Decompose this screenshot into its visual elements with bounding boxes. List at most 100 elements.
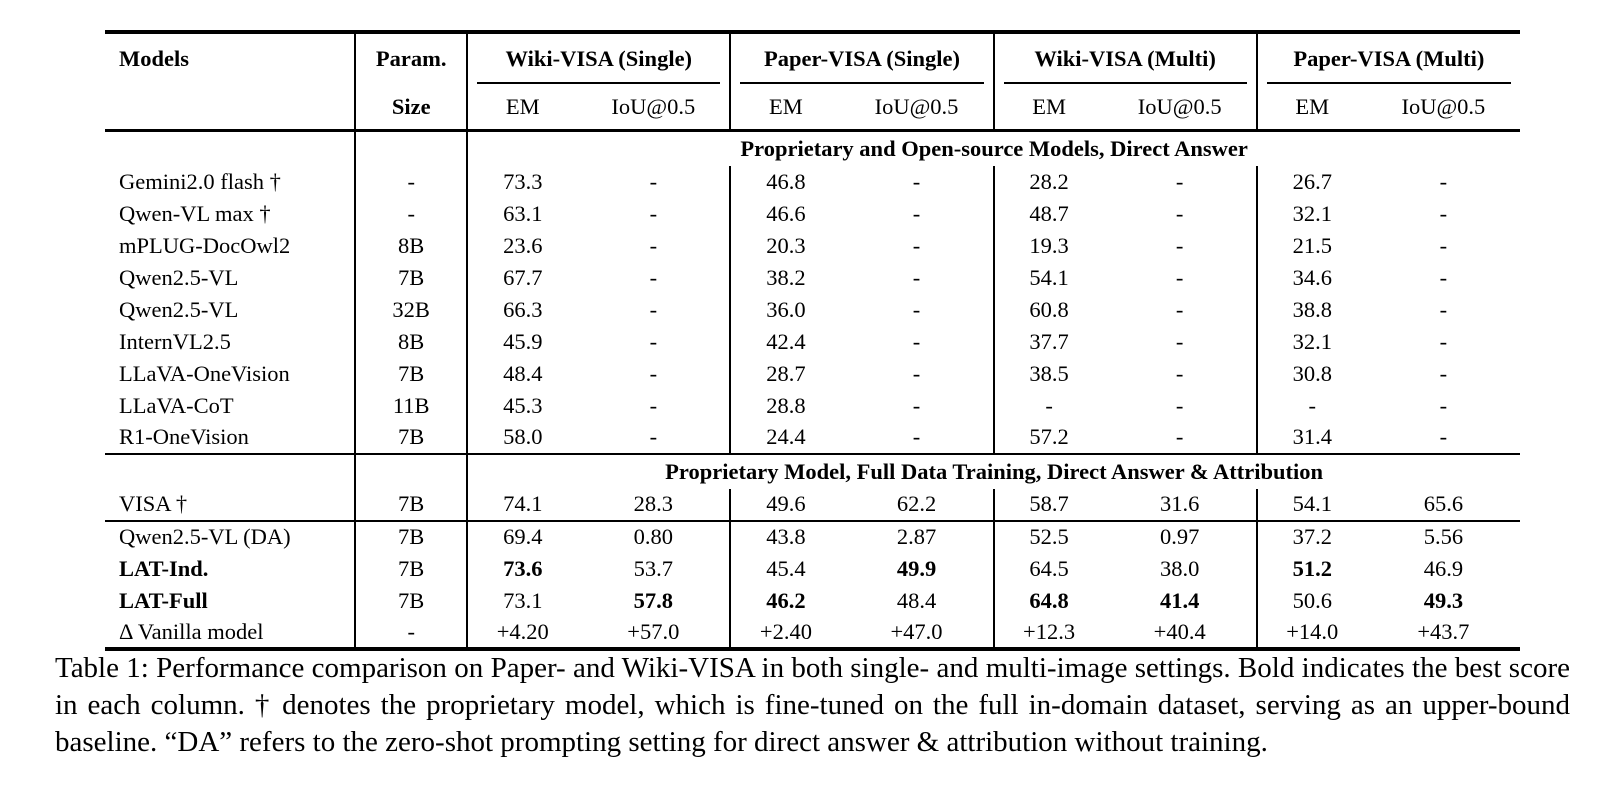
value-cell: - bbox=[912, 360, 921, 386]
section-title: Proprietary Model, Full Data Training, D… bbox=[466, 452, 1520, 489]
value-cell: +40.4 bbox=[1153, 618, 1206, 644]
value-cell: 37.7 bbox=[992, 325, 1104, 358]
value-cell: 28.8 bbox=[729, 389, 841, 422]
value-cell: 74.1 bbox=[466, 488, 578, 521]
group-header-wiki-visa-single: Wiki-VISA (Single) bbox=[466, 32, 731, 84]
param-size-cell: 7B bbox=[354, 519, 468, 553]
value-cell: 21.5 bbox=[1255, 229, 1367, 262]
header-row-groups: Models Param. Wiki-VISA (Single) Paper-V… bbox=[105, 32, 1520, 84]
value-cell: 38.5 bbox=[992, 357, 1104, 390]
value-cell: 46.8 bbox=[729, 165, 841, 198]
param-size-cell: 7B bbox=[354, 584, 468, 617]
value-cell: 31.4 bbox=[1255, 421, 1367, 454]
value-cell: +2.40 bbox=[729, 616, 841, 649]
value-cell: 48.7 bbox=[992, 197, 1104, 230]
model-cell: mPLUG-DocOwl2 bbox=[119, 232, 291, 258]
value-cell: 24.4 bbox=[729, 421, 841, 454]
table-row: Qwen2.5-VL 32B 66.3 - 36.0 - 60.8 - 38.8 - bbox=[105, 293, 1520, 326]
value-cell: - bbox=[1175, 232, 1184, 258]
value-cell: 49.9 bbox=[896, 555, 937, 581]
header-param-line1: Param. bbox=[354, 32, 468, 84]
value-cell: - bbox=[1175, 264, 1184, 290]
table-row: VISA † 7B 74.1 28.3 49.6 62.2 58.7 31.6 54.1 65.6 bbox=[105, 488, 1520, 521]
value-cell: 69.4 bbox=[466, 519, 578, 553]
empty-cell bbox=[354, 452, 468, 489]
section-header-row: Proprietary and Open-source Models, Dire… bbox=[105, 130, 1520, 166]
table-row: InternVL2.5 8B 45.9 - 42.4 - 37.7 - 32.1 - bbox=[105, 325, 1520, 358]
value-cell: - bbox=[1175, 424, 1184, 449]
table-row: Qwen2.5-VL (DA) 7B 69.4 0.80 43.8 2.87 52.5 0.9… bbox=[105, 519, 1520, 553]
model-cell: R1-OneVision bbox=[119, 424, 249, 449]
value-cell: - bbox=[649, 168, 658, 194]
model-cell: InternVL2.5 bbox=[119, 328, 231, 354]
value-cell: 46.6 bbox=[729, 197, 841, 230]
value-cell: 0.97 bbox=[1103, 519, 1257, 553]
value-cell: 60.8 bbox=[992, 293, 1104, 326]
value-cell: 62.2 bbox=[896, 491, 937, 516]
value-cell: 5.56 bbox=[1366, 519, 1520, 553]
value-cell: 43.8 bbox=[729, 519, 841, 553]
param-size-cell: 32B bbox=[354, 293, 468, 326]
value-cell: - bbox=[1439, 168, 1448, 194]
header-param-line2: Size bbox=[354, 84, 468, 132]
table-row: LAT-Ind. 7B 73.6 53.7 45.4 49.9 64.5 38.0 51.2 46… bbox=[105, 552, 1520, 585]
empty-cell bbox=[354, 130, 468, 166]
value-cell: - bbox=[1255, 389, 1367, 422]
model-cell: LLaVA-OneVision bbox=[119, 360, 290, 386]
empty-cell bbox=[105, 452, 356, 489]
value-cell: 34.6 bbox=[1255, 261, 1367, 294]
param-size-cell: 7B bbox=[354, 357, 468, 390]
table-header: Models Param. Wiki-VISA (Single) Paper-V… bbox=[105, 32, 1520, 132]
value-cell: 28.3 bbox=[633, 491, 674, 516]
value-cell: - bbox=[912, 296, 921, 322]
subcol-header-iou-1: IoU@0.5 bbox=[577, 84, 731, 132]
value-cell: - bbox=[912, 264, 921, 290]
section-header-row: Proprietary Model, Full Data Training, D… bbox=[105, 452, 1520, 489]
value-cell: 50.6 bbox=[1255, 584, 1367, 617]
value-cell: 45.4 bbox=[729, 552, 841, 585]
value-cell: 28.2 bbox=[992, 165, 1104, 198]
value-cell: 36.0 bbox=[729, 293, 841, 326]
value-cell: - bbox=[649, 264, 658, 290]
value-cell: 38.2 bbox=[729, 261, 841, 294]
param-size-cell: - bbox=[354, 197, 468, 230]
section-title: Proprietary and Open-source Models, Dire… bbox=[466, 130, 1520, 166]
subcol-header-iou-4: IoU@0.5 bbox=[1366, 84, 1520, 132]
value-cell: - bbox=[649, 232, 658, 258]
value-cell: 49.6 bbox=[729, 488, 841, 521]
group-header-wiki-visa-multi: Wiki-VISA (Multi) bbox=[992, 32, 1257, 84]
model-cell: Δ Vanilla model bbox=[119, 618, 264, 644]
value-cell: - bbox=[1439, 328, 1448, 354]
empty-cell bbox=[105, 131, 355, 166]
value-cell: 30.8 bbox=[1255, 357, 1367, 390]
value-cell: 2.87 bbox=[840, 519, 994, 553]
value-cell: 57.8 bbox=[633, 587, 674, 613]
subcol-header-iou-3: IoU@0.5 bbox=[1103, 84, 1257, 132]
table-section-1: Proprietary and Open-source Models, Dire… bbox=[105, 130, 1520, 454]
value-cell: 57.2 bbox=[992, 421, 1104, 454]
model-cell: Qwen2.5-VL (DA) bbox=[105, 519, 356, 553]
value-cell: 31.6 bbox=[1159, 491, 1200, 516]
value-cell: 48.4 bbox=[466, 357, 578, 390]
value-cell: 45.9 bbox=[466, 325, 578, 358]
value-cell: 20.3 bbox=[729, 229, 841, 262]
model-cell: Gemini2.0 flash † bbox=[119, 168, 281, 194]
value-cell: 54.1 bbox=[1255, 488, 1367, 521]
value-cell: - bbox=[1439, 392, 1448, 418]
value-cell: +43.7 bbox=[1417, 618, 1470, 644]
value-cell: 28.7 bbox=[729, 357, 841, 390]
value-cell: 73.3 bbox=[466, 165, 578, 198]
value-cell: 23.6 bbox=[466, 229, 578, 262]
param-size-cell: 7B bbox=[354, 421, 468, 454]
model-cell: Qwen-VL max † bbox=[119, 200, 271, 226]
value-cell: 46.2 bbox=[729, 584, 841, 617]
value-cell: - bbox=[1439, 232, 1448, 258]
value-cell: +47.0 bbox=[890, 618, 943, 644]
value-cell: 52.5 bbox=[992, 519, 1104, 553]
table-row: LLaVA-OneVision 7B 48.4 - 28.7 - 38.5 - 30.8 - bbox=[105, 357, 1520, 390]
model-cell: LAT-Full bbox=[119, 587, 208, 613]
results-table: Models Param. Wiki-VISA (Single) Paper-V… bbox=[105, 30, 1520, 651]
param-size-cell: 8B bbox=[354, 325, 468, 358]
value-cell: 65.6 bbox=[1423, 491, 1464, 516]
